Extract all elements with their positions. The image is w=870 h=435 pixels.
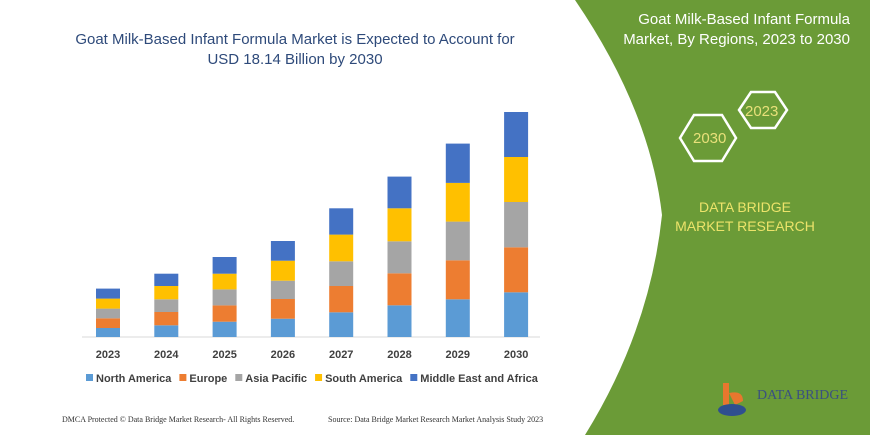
bar-segment-2029-north-america — [445, 299, 470, 337]
bar-segment-2028-north-america — [387, 305, 412, 337]
x-tick-label: 2026 — [271, 349, 295, 361]
hex-label-2030: 2030 — [693, 130, 727, 147]
bar-segment-2028-middle-east-and-africa — [387, 176, 412, 209]
bar-segment-2028-south-america — [387, 208, 412, 242]
bar-segment-2025-south-america — [212, 273, 237, 290]
logo-text: DATA BRIDGE — [757, 388, 849, 403]
x-tick-label: 2025 — [212, 349, 236, 361]
legend-swatch — [86, 374, 93, 381]
bar-segment-2025-europe — [212, 305, 237, 322]
bar-segment-2030-north-america — [504, 292, 529, 337]
legend-swatch — [179, 374, 187, 381]
legend-label: South America — [325, 373, 403, 385]
bar-segment-2029-south-america — [445, 182, 470, 222]
x-tick-label: 2029 — [446, 349, 470, 361]
chart-title: Goat Milk-Based Infant Formula Market is… — [75, 31, 515, 68]
bar-segment-2023-europe — [96, 318, 120, 328]
legend-swatch — [315, 374, 323, 381]
bar-segment-2030-south-america — [504, 157, 529, 202]
bar-segment-2030-asia-pacific — [504, 202, 529, 248]
bar-segment-2027-asia-pacific — [329, 261, 354, 286]
brand-text: DATA BRIDGE MARKET RESEARCH — [675, 199, 815, 234]
legend-swatch — [235, 374, 243, 381]
bar-segment-2028-europe — [387, 273, 412, 306]
bar-segment-2030-middle-east-and-africa — [504, 112, 529, 157]
x-tick-label: 2030 — [504, 349, 528, 361]
bar-segment-2024-north-america — [154, 325, 179, 337]
bar-segment-2028-asia-pacific — [387, 241, 412, 274]
bar-segment-2027-middle-east-and-africa — [329, 208, 354, 235]
bar-segment-2024-middle-east-and-africa — [154, 273, 179, 286]
bar-segment-2024-south-america — [154, 286, 179, 300]
footer-copyright: DMCA Protected © Data Bridge Market Rese… — [62, 415, 295, 424]
legend-label: Middle East and Africa — [420, 373, 538, 385]
green-panel — [575, 0, 870, 435]
bar-segment-2027-europe — [329, 286, 354, 313]
chart-area: 2023 2024 2025 2026 2027 2028 2029 2030 North Am… — [82, 112, 540, 385]
bar-segment-2023-asia-pacific — [96, 308, 120, 319]
x-tick-label: 2028 — [387, 349, 411, 361]
bar-segment-2024-europe — [154, 312, 179, 326]
legend-label: Europe — [189, 373, 227, 385]
logo-icon — [718, 383, 746, 416]
panel-title: Goat Milk-Based Infant Formula Market, B… — [623, 11, 850, 48]
x-tick-label: 2027 — [329, 349, 353, 361]
bar-segment-2025-asia-pacific — [212, 289, 237, 306]
bar-segment-2026-south-america — [270, 260, 295, 281]
bar-segment-2023-south-america — [96, 298, 120, 309]
bar-segment-2029-middle-east-and-africa — [445, 143, 470, 183]
bar-segment-2026-middle-east-and-africa — [270, 241, 295, 261]
bar-segment-2025-middle-east-and-africa — [212, 257, 237, 274]
bar-segment-2024-asia-pacific — [154, 299, 179, 312]
legend-swatch — [410, 374, 418, 381]
bar-segment-2029-asia-pacific — [445, 221, 470, 261]
hexagon-2023 — [737, 90, 789, 130]
bar-segment-2027-south-america — [329, 234, 354, 262]
bar-segment-2026-north-america — [270, 318, 295, 337]
bar-segment-2023-middle-east-and-africa — [96, 288, 120, 299]
bar-segment-2030-europe — [504, 247, 529, 293]
x-tick-label: 2024 — [154, 349, 179, 361]
hexagon-2030 — [678, 113, 738, 163]
bar-segment-2029-europe — [445, 260, 470, 300]
footer-source: Source: Data Bridge Market Research Mark… — [328, 415, 544, 424]
x-tick-label: 2023 — [96, 349, 120, 361]
hex-label-2023: 2023 — [745, 103, 779, 120]
legend-label: North America — [96, 373, 172, 385]
legend-label: Asia Pacific — [245, 373, 307, 385]
bar-segment-2026-europe — [270, 299, 295, 319]
bar-segment-2027-north-america — [329, 312, 354, 337]
bar-segment-2023-north-america — [96, 328, 120, 337]
bar-segment-2025-north-america — [212, 321, 237, 337]
bar-segment-2026-asia-pacific — [270, 280, 295, 299]
